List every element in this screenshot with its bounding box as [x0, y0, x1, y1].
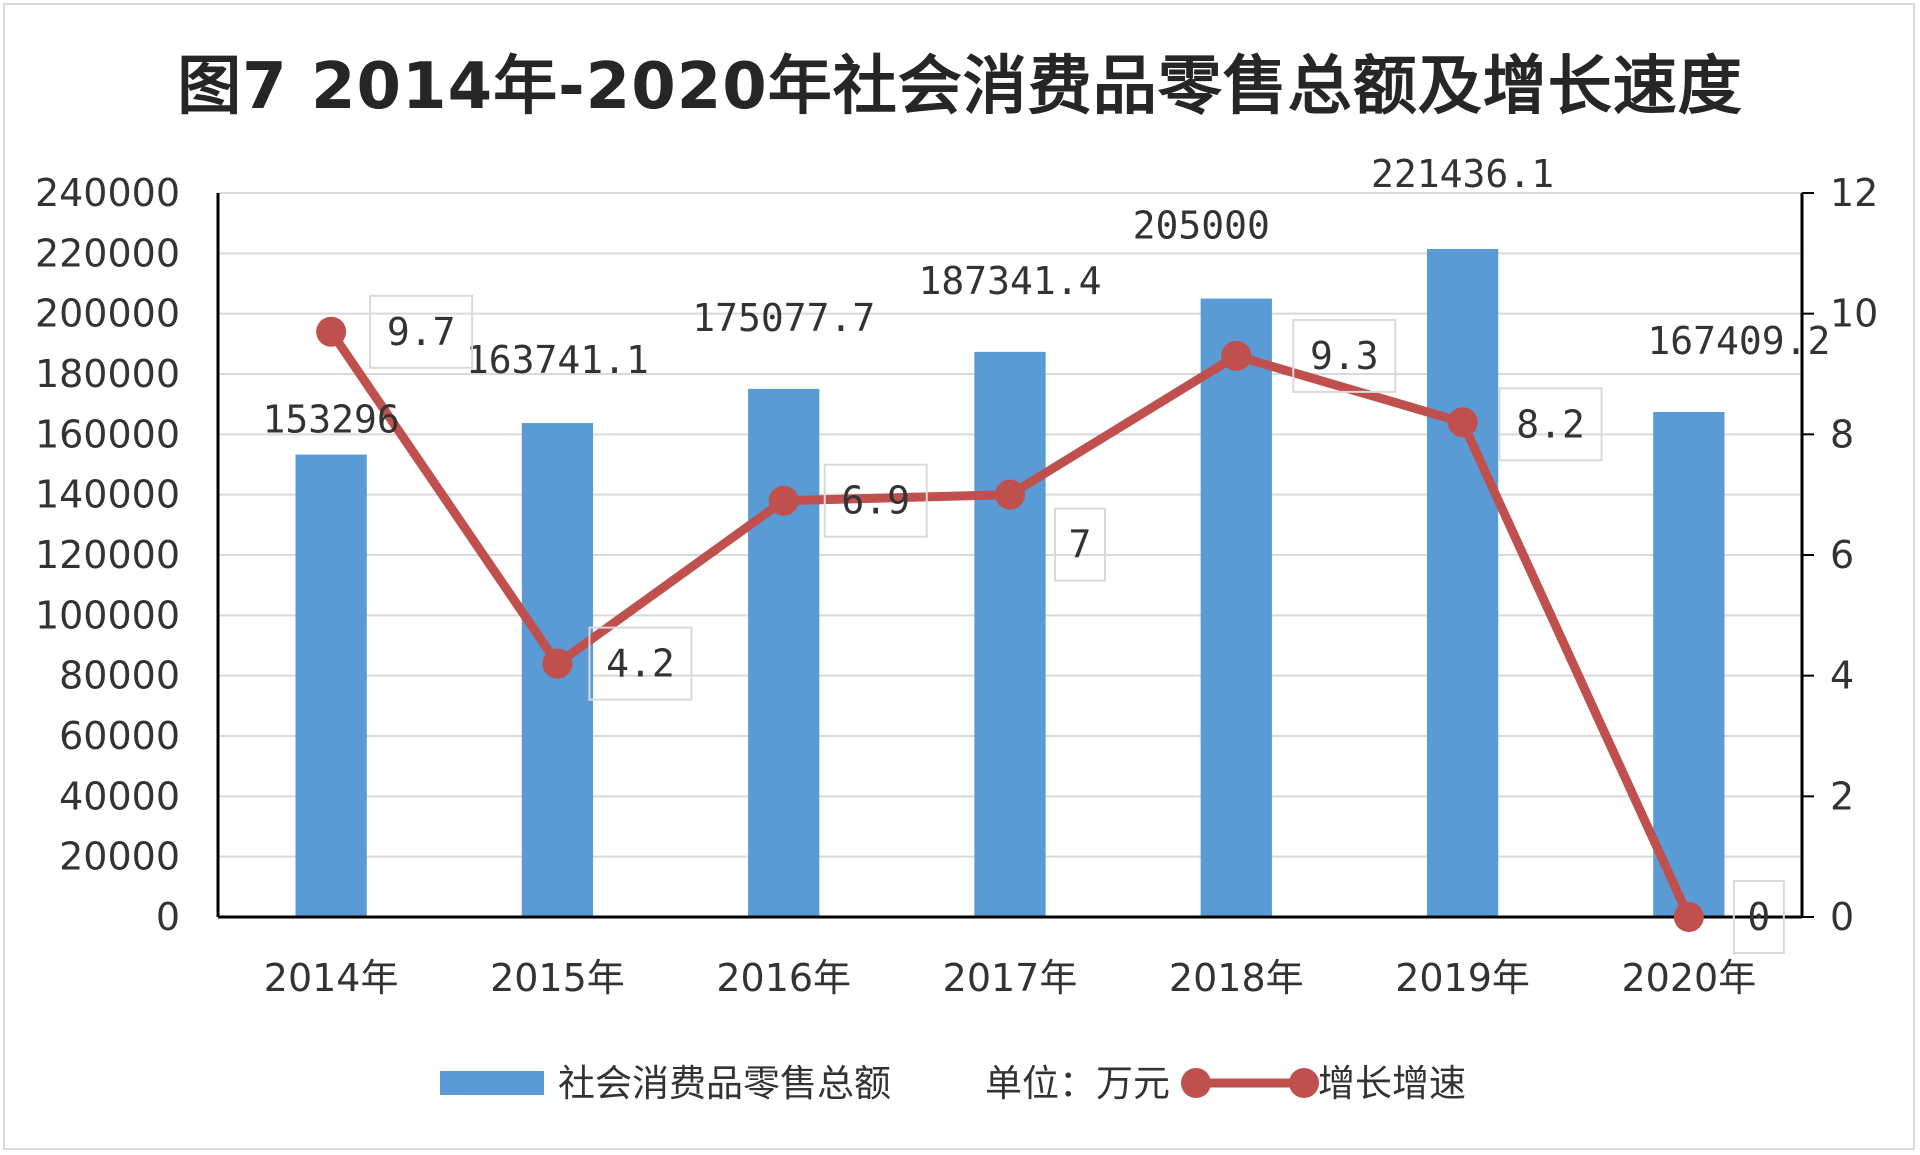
bar-data-label: 175077.7: [692, 296, 875, 340]
legend-line-marker: [1289, 1068, 1319, 1098]
bar-data-label: 167409.2: [1647, 319, 1830, 363]
bar: [1200, 298, 1272, 917]
line-data-label: 7: [1069, 523, 1092, 567]
y-left-tick-label: 20000: [59, 835, 180, 879]
tick-labels: 0 20000 40000 60000 80000 100000 120000 140000 1…: [35, 171, 1878, 1000]
y-left-tick-label: 160000: [35, 412, 180, 456]
x-tick-label: 2014年: [264, 956, 399, 1000]
line-data-label-box: [1292, 318, 1397, 393]
y-right-tick-label: 8: [1830, 412, 1854, 456]
y-left-tick-label: 40000: [59, 774, 180, 818]
x-tick-label: 2018年: [1169, 956, 1304, 1000]
bar: [1653, 411, 1725, 917]
bar-data-label: 153296: [263, 398, 400, 442]
y-right-tick-label: 0: [1830, 895, 1854, 939]
y-right-tick-label: 2: [1830, 774, 1854, 818]
x-tick-label: 2020年: [1621, 956, 1756, 1000]
line-data-label: 4.2: [606, 642, 675, 686]
x-tick-label: 2019年: [1395, 956, 1530, 1000]
line-point: [1673, 902, 1704, 932]
line-data-label: 8.2: [1516, 402, 1585, 446]
legend: 社会消费品零售总额 单位：万元 增长增速: [440, 1062, 1466, 1105]
y-left-tick-label: 60000: [59, 714, 180, 758]
bar-data-label: 205000: [1133, 204, 1270, 248]
line-point: [1447, 407, 1478, 438]
y-left-tick-label: 100000: [35, 593, 180, 637]
y-left-tick-label: 0: [156, 895, 180, 939]
legend-line-label: 增长增速: [1318, 1062, 1466, 1105]
x-tick-label: 2017年: [943, 956, 1078, 1000]
bar: [295, 454, 367, 917]
y-left-tick-label: 120000: [35, 533, 180, 577]
y-right-tick-label: 6: [1830, 533, 1854, 577]
bar-data-label: 221436.1: [1371, 152, 1554, 196]
y-left-tick-label: 80000: [59, 654, 180, 698]
y-right-tick-label: 4: [1830, 654, 1854, 698]
line-data-label-box: [823, 463, 928, 538]
line-data-label: 0: [1747, 895, 1770, 939]
bar: [974, 351, 1046, 917]
line-point: [1221, 340, 1252, 371]
y-right-tick-label: 12: [1830, 171, 1878, 215]
legend-bar-swatch: [440, 1071, 544, 1095]
legend-bar-label: 社会消费品零售总额: [558, 1062, 891, 1105]
legend-line-marker: [1181, 1068, 1211, 1098]
data-labels: 153296 163741.1 175077.7 187341.4 205000 2214…: [263, 152, 1830, 954]
line-series: [316, 316, 1704, 932]
line-data-label-box: [1732, 880, 1785, 954]
line-data-label-box: [588, 626, 693, 701]
y-left-tick-label: 180000: [35, 352, 180, 396]
y-left-tick-label: 220000: [35, 231, 180, 275]
line-point: [995, 479, 1025, 510]
legend-unit-text: 单位：万元: [985, 1062, 1170, 1105]
bar: [748, 388, 820, 917]
line-data-label-box: [369, 294, 474, 369]
bar-data-label: 187341.4: [918, 259, 1101, 303]
line-data-label: 9.3: [1310, 334, 1379, 378]
line-point: [542, 648, 573, 679]
bar-series: [295, 249, 1725, 917]
line-data-label: 6.9: [841, 479, 910, 523]
line-point: [316, 316, 347, 347]
x-tick-label: 2015年: [490, 956, 625, 1000]
y-left-tick-label: 140000: [35, 473, 180, 517]
bar: [1426, 249, 1499, 917]
x-tick-label: 2016年: [716, 956, 851, 1000]
y-left-tick-label: 200000: [35, 292, 180, 336]
axes: [216, 192, 1814, 919]
y-left-tick-label: 240000: [35, 171, 180, 215]
line-data-label-box: [1054, 507, 1106, 582]
bar-data-label: 163741.1: [466, 338, 649, 382]
chart-title: 图7 2014年-2020年社会消费品零售总额及增长速度: [177, 50, 1743, 124]
line-point: [768, 485, 799, 516]
line-data-label: 9.7: [387, 310, 456, 354]
line-data-label-box: [1498, 387, 1603, 462]
y-right-tick-label: 10: [1830, 292, 1878, 336]
